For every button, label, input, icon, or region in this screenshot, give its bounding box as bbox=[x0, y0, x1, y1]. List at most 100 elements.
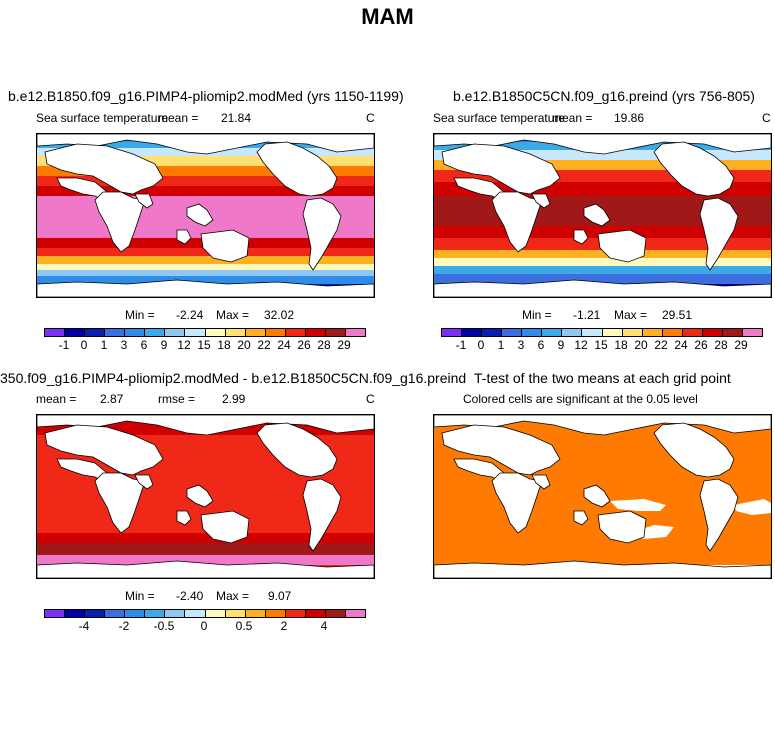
panel-1-title: b.e12.B1850.f09_g16.PIMP4-pliomip2.modMe… bbox=[8, 88, 404, 104]
land-shape bbox=[256, 141, 338, 197]
colorbar-swatch bbox=[225, 610, 246, 617]
map-band bbox=[37, 270, 374, 276]
colorbar-tick-label: 0 bbox=[477, 338, 485, 352]
colorbar-swatch bbox=[325, 610, 346, 617]
colorbar-tick-label: 0 bbox=[80, 338, 88, 352]
colorbar-swatch bbox=[682, 329, 703, 336]
colorbar-swatch bbox=[345, 329, 365, 336]
land-shape bbox=[434, 279, 771, 297]
panel-1-mean-value: 21.84 bbox=[221, 111, 252, 125]
colorbar-swatch bbox=[245, 610, 266, 617]
colorbar-swatch bbox=[105, 329, 126, 336]
panel-4-subtitle: Colored cells are significant at the 0.0… bbox=[463, 392, 698, 406]
colorbar-tick-label: 3 bbox=[517, 338, 525, 352]
land-shape bbox=[134, 193, 154, 209]
panel-2-min-label: Min = bbox=[522, 308, 552, 322]
sst-map-2 bbox=[434, 134, 771, 297]
panel-4-map bbox=[433, 414, 772, 579]
nonsignificant-area bbox=[610, 499, 666, 511]
colorbar-swatch bbox=[145, 610, 166, 617]
map-band bbox=[434, 274, 771, 284]
panel-2-units: C bbox=[762, 111, 771, 125]
colorbar-tick-label: 9 bbox=[160, 338, 168, 352]
colorbar-1 bbox=[44, 328, 366, 337]
colorbar-2-labels: -1 0 1 3 6 9 12 15 18 20 22 24 26 28 29 bbox=[441, 338, 761, 352]
map-band bbox=[37, 555, 374, 565]
colorbar-tick-label: 1 bbox=[497, 338, 505, 352]
land-shape bbox=[434, 560, 771, 578]
land-shape bbox=[44, 143, 164, 195]
ttest-map bbox=[434, 415, 771, 578]
land-shape bbox=[176, 510, 192, 526]
colorbar-tick-label: 22 bbox=[257, 338, 271, 352]
colorbar-swatch bbox=[85, 610, 106, 617]
colorbar-tick-label: -1 bbox=[58, 338, 70, 352]
colorbar-swatch bbox=[345, 610, 365, 617]
colorbar-tick-label: 18 bbox=[217, 338, 231, 352]
colorbar-swatch bbox=[285, 610, 306, 617]
colorbar-3-labels: -4 -2 -0.5 0 0.5 2 4 bbox=[44, 619, 364, 633]
colorbar-tick-label: 15 bbox=[197, 338, 211, 352]
sst-map-1 bbox=[37, 134, 374, 297]
colorbar-swatch bbox=[325, 329, 346, 336]
map-band bbox=[37, 256, 374, 264]
land-shape bbox=[94, 472, 146, 534]
land-shape bbox=[653, 422, 735, 478]
land-mask-1 bbox=[37, 134, 374, 297]
panel-1-min-value: -2.24 bbox=[176, 308, 204, 322]
colorbar-tick-label: 6 bbox=[140, 338, 148, 352]
map-band bbox=[434, 250, 771, 258]
map-band bbox=[37, 248, 374, 256]
map-band bbox=[434, 160, 771, 170]
colorbar-swatch bbox=[85, 329, 106, 336]
colorbar-tick-label: 28 bbox=[317, 338, 331, 352]
colorbar-swatch bbox=[205, 610, 226, 617]
colorbar-tick-label: 3 bbox=[120, 338, 128, 352]
land-mask-2 bbox=[434, 134, 771, 297]
panel-3-min-label: Min = bbox=[125, 589, 155, 603]
colorbar-tick-label: 12 bbox=[177, 338, 191, 352]
land-shape bbox=[491, 191, 543, 253]
colorbar-tick-label: 6 bbox=[537, 338, 545, 352]
land-shape bbox=[200, 510, 250, 544]
panel-1-mean-label: mean = bbox=[158, 111, 199, 125]
colorbar-swatch bbox=[462, 329, 483, 336]
map-band bbox=[37, 176, 374, 186]
land-shape bbox=[597, 510, 647, 544]
panel-3-rmse-value: 2.99 bbox=[222, 392, 246, 406]
colorbar-tick-label: -2 bbox=[118, 619, 130, 633]
panel-2-map bbox=[433, 133, 772, 298]
map-band bbox=[434, 258, 771, 266]
panel-1-max-label: Max = bbox=[216, 308, 250, 322]
colorbar-tick-label: -1 bbox=[455, 338, 467, 352]
colorbar-tick-label: 29 bbox=[337, 338, 351, 352]
panel-3-mean-value: 2.87 bbox=[100, 392, 124, 406]
colorbar-tick-label: 26 bbox=[694, 338, 708, 352]
colorbar-swatch bbox=[65, 329, 86, 336]
map-band bbox=[37, 264, 374, 270]
land-shape bbox=[531, 193, 551, 209]
land-shape bbox=[583, 484, 611, 508]
land-shape bbox=[200, 229, 250, 263]
colorbar-swatch bbox=[45, 610, 66, 617]
panel-3-units: C bbox=[366, 392, 375, 406]
colorbar-tick-label: -0.5 bbox=[153, 619, 175, 633]
land-shape bbox=[256, 422, 338, 478]
colorbar-swatch bbox=[305, 329, 326, 336]
panel-3-mean-label: mean = bbox=[36, 392, 77, 406]
colorbar-swatch bbox=[45, 329, 66, 336]
map-band bbox=[37, 166, 374, 176]
land-shape bbox=[597, 229, 647, 263]
land-shape bbox=[441, 143, 561, 195]
land-shape bbox=[441, 424, 561, 476]
panel-2-mean-label: mean = bbox=[552, 111, 593, 125]
colorbar-tick-label: 26 bbox=[297, 338, 311, 352]
land-shape bbox=[583, 203, 611, 227]
panel-3-rmse-label: rmse = bbox=[158, 392, 196, 406]
colorbar-tick-label: 0 bbox=[200, 619, 208, 633]
panel-3-max-value: 9.07 bbox=[268, 589, 292, 603]
land-shape bbox=[134, 474, 154, 490]
colorbar-swatch bbox=[125, 329, 146, 336]
nonsignificant-area bbox=[734, 499, 771, 515]
land-shape bbox=[186, 203, 214, 227]
